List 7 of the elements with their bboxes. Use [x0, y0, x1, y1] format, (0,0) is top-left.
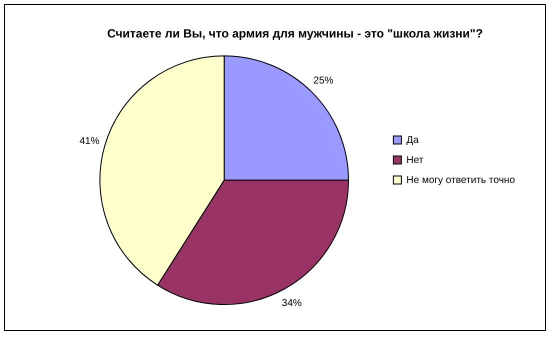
chart-title: Считаете ли Вы, что армия для мужчины - это "школа жизни"? — [107, 26, 483, 41]
data-label: 34% — [282, 298, 302, 309]
legend-label: Нет — [406, 154, 424, 166]
data-label: 41% — [79, 136, 100, 147]
legend-label: Не могу ответить точно — [406, 174, 516, 186]
legend-label: Да — [406, 134, 420, 146]
data-label: 25% — [313, 76, 334, 87]
